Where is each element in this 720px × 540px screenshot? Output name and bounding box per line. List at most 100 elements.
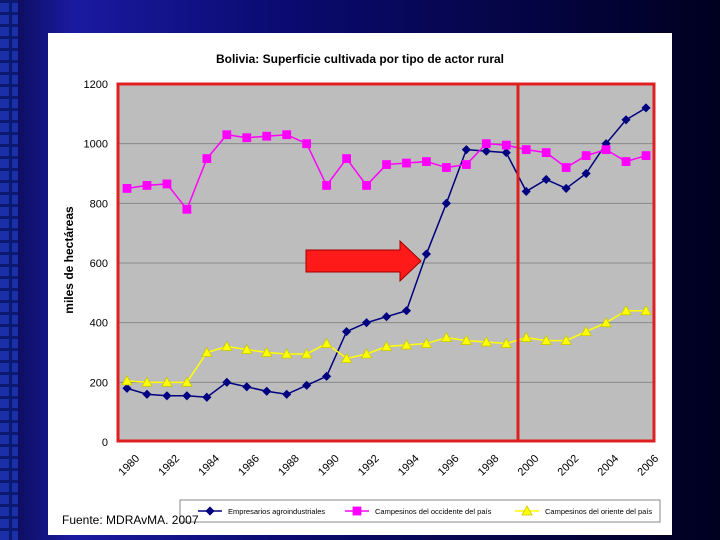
data-point bbox=[241, 343, 253, 354]
data-point bbox=[202, 392, 212, 402]
legend: Empresarios agroindustriales Campesinos d… bbox=[198, 505, 652, 516]
data-point bbox=[521, 145, 531, 155]
legend-label: Empresarios agroindustriales bbox=[228, 507, 325, 516]
y-axis-label: miles de hectáreas bbox=[62, 206, 76, 314]
data-point bbox=[262, 386, 272, 396]
data-point bbox=[641, 151, 651, 161]
data-point bbox=[281, 348, 293, 359]
data-point bbox=[181, 376, 193, 387]
data-point bbox=[621, 157, 631, 166]
data-point bbox=[421, 249, 431, 259]
data-point bbox=[302, 139, 312, 149]
data-point bbox=[262, 131, 272, 141]
data-point bbox=[381, 312, 392, 322]
data-point bbox=[222, 130, 232, 140]
x-tick-label: 2002 bbox=[556, 453, 582, 479]
data-point bbox=[481, 146, 491, 156]
data-point bbox=[320, 337, 333, 348]
data-point bbox=[561, 163, 571, 172]
data-point bbox=[282, 130, 292, 140]
arrow-annotation bbox=[305, 239, 422, 283]
data-point bbox=[440, 331, 453, 342]
y-tick-label: 0 bbox=[102, 437, 108, 449]
data-point bbox=[162, 391, 172, 401]
legend-marker bbox=[352, 506, 362, 516]
data-point bbox=[580, 325, 592, 337]
data-point bbox=[620, 304, 632, 316]
data-point bbox=[501, 148, 511, 158]
x-tick-label: 1998 bbox=[476, 453, 502, 479]
y-tick-label: 600 bbox=[90, 258, 108, 270]
data-point bbox=[261, 346, 273, 357]
decorative-left-strip bbox=[0, 0, 18, 540]
data-point bbox=[581, 168, 591, 179]
data-point bbox=[460, 334, 473, 345]
data-point bbox=[142, 181, 152, 190]
data-point bbox=[420, 337, 433, 348]
legend-label: Campesinos del oriente del país bbox=[545, 507, 652, 516]
data-point bbox=[342, 154, 351, 163]
x-tick-label: 2000 bbox=[516, 453, 542, 479]
series-diamond bbox=[122, 103, 651, 402]
x-tick-label: 1996 bbox=[436, 453, 462, 479]
data-point bbox=[561, 183, 571, 193]
y-tick-label: 1000 bbox=[84, 139, 108, 151]
data-point bbox=[400, 339, 413, 350]
data-point bbox=[202, 154, 212, 163]
data-point bbox=[640, 304, 652, 316]
data-point bbox=[641, 103, 651, 113]
data-point bbox=[600, 316, 612, 328]
data-point bbox=[481, 139, 491, 149]
data-point bbox=[141, 376, 153, 387]
x-tick-label: 1982 bbox=[156, 453, 182, 479]
data-point bbox=[382, 160, 391, 169]
legend-marker bbox=[521, 505, 533, 516]
y-tick-label: 1200 bbox=[84, 79, 108, 91]
data-point bbox=[560, 334, 572, 345]
x-tick-label: 1990 bbox=[316, 453, 342, 479]
y-tick-label: 200 bbox=[90, 377, 108, 389]
data-point bbox=[361, 318, 372, 328]
data-point bbox=[342, 327, 352, 337]
y-tick-label: 400 bbox=[90, 318, 108, 330]
legend-item: Empresarios agroindustriales bbox=[198, 506, 325, 516]
data-point bbox=[222, 377, 232, 387]
x-tick-label: 2006 bbox=[635, 453, 661, 479]
data-point bbox=[322, 181, 332, 190]
data-point bbox=[242, 133, 252, 143]
data-point bbox=[162, 179, 172, 189]
data-point bbox=[422, 157, 431, 166]
data-point bbox=[461, 145, 471, 155]
data-point bbox=[182, 391, 192, 401]
data-point bbox=[161, 376, 173, 387]
x-tick-label: 1988 bbox=[276, 453, 302, 479]
chart-title: Bolivia: Superficie cultivada por tipo d… bbox=[216, 52, 504, 66]
x-tick-label: 2004 bbox=[595, 453, 621, 479]
data-point bbox=[621, 115, 631, 125]
data-point bbox=[601, 145, 611, 155]
data-point bbox=[322, 371, 332, 381]
legend-item: Campesinos del oriente del país bbox=[515, 505, 652, 516]
data-point bbox=[182, 204, 192, 214]
data-point bbox=[201, 346, 213, 357]
data-point bbox=[362, 181, 371, 190]
data-point bbox=[142, 389, 152, 399]
x-axis-ticks: 1980 1982 1984 1986 1988 1990 1992 1994 1996 1998… bbox=[116, 453, 661, 479]
highlight-box-right bbox=[516, 82, 656, 443]
data-point bbox=[541, 174, 551, 185]
x-tick-label: 1980 bbox=[116, 453, 142, 479]
data-point bbox=[122, 184, 132, 193]
data-point bbox=[521, 186, 531, 196]
data-point bbox=[402, 158, 411, 168]
data-point bbox=[401, 306, 412, 316]
x-tick-label: 1994 bbox=[396, 453, 422, 479]
data-point bbox=[242, 382, 252, 392]
series-square bbox=[122, 130, 651, 214]
series-group bbox=[121, 103, 652, 402]
x-tick-label: 1984 bbox=[196, 453, 222, 479]
data-point bbox=[360, 348, 373, 359]
data-point bbox=[500, 337, 512, 348]
data-point bbox=[581, 151, 591, 161]
legend-item: Campesinos del occidente del país bbox=[345, 506, 492, 516]
data-point bbox=[121, 375, 133, 386]
